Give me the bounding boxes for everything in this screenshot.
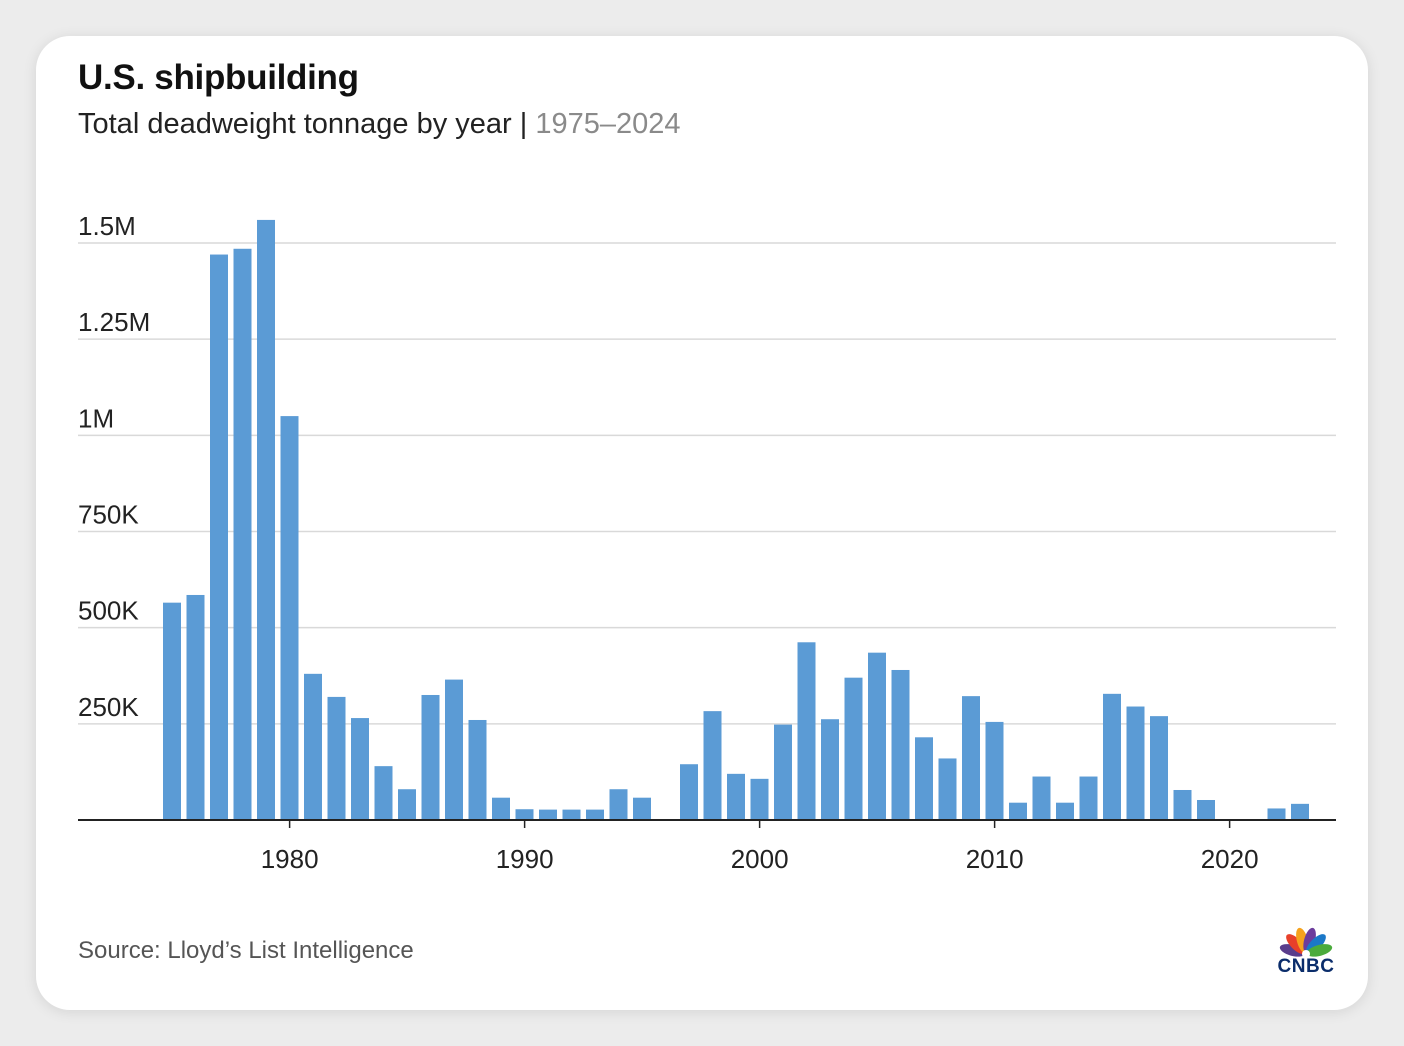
x-tick-label: 2010 bbox=[966, 844, 1024, 874]
bar bbox=[492, 797, 510, 820]
bar bbox=[797, 642, 816, 820]
bar bbox=[351, 718, 369, 820]
bar bbox=[280, 416, 299, 820]
bar bbox=[1267, 808, 1286, 820]
bar bbox=[680, 764, 698, 820]
bar bbox=[1009, 802, 1027, 820]
bar bbox=[1079, 776, 1098, 820]
subtitle-text: Total deadweight tonnage by year bbox=[78, 108, 512, 140]
bar bbox=[421, 694, 440, 820]
bar bbox=[727, 773, 745, 820]
bar bbox=[1126, 706, 1145, 820]
bar bbox=[1150, 716, 1168, 820]
bar bbox=[1197, 799, 1215, 820]
y-tick-label: 1.5M bbox=[78, 211, 136, 241]
bar bbox=[539, 809, 557, 820]
bar bbox=[327, 696, 346, 820]
bar bbox=[257, 219, 275, 821]
bar bbox=[985, 721, 1004, 820]
chart-subtitle: Total deadweight tonnage by year | 1975–… bbox=[78, 108, 681, 141]
bar bbox=[962, 696, 980, 820]
bar bbox=[609, 789, 628, 820]
bar bbox=[703, 711, 722, 820]
bar bbox=[586, 809, 604, 820]
bar bbox=[398, 789, 416, 820]
bar bbox=[233, 248, 252, 820]
y-tick-label: 750K bbox=[78, 500, 139, 530]
cnbc-logo: CNBC bbox=[1270, 918, 1342, 978]
chart-title: U.S. shipbuilding bbox=[78, 58, 359, 97]
bar bbox=[186, 594, 205, 820]
bar bbox=[515, 809, 534, 820]
bar bbox=[468, 719, 487, 820]
bar bbox=[891, 669, 910, 820]
y-tick-label: 250K bbox=[78, 692, 139, 722]
bar bbox=[821, 719, 839, 820]
bar bbox=[1032, 776, 1051, 820]
bar bbox=[1173, 789, 1192, 820]
bar bbox=[374, 766, 393, 820]
source-note: Source: Lloyd’s List Intelligence bbox=[78, 937, 414, 964]
bar bbox=[163, 602, 181, 820]
peacock-icon bbox=[1279, 927, 1333, 958]
bar bbox=[750, 778, 769, 820]
bar bbox=[633, 797, 651, 820]
bar bbox=[844, 677, 863, 820]
y-tick-label: 1.25M bbox=[78, 307, 150, 337]
x-tick-label: 2000 bbox=[731, 844, 789, 874]
bar bbox=[210, 254, 228, 821]
cnbc-wordmark: CNBC bbox=[1277, 956, 1335, 977]
x-tick-label: 1980 bbox=[261, 844, 319, 874]
bar bbox=[915, 737, 933, 820]
bar bbox=[1291, 803, 1309, 820]
bar bbox=[445, 679, 463, 820]
y-tick-label: 500K bbox=[78, 596, 139, 626]
y-tick-label: 1M bbox=[78, 403, 114, 433]
subtitle-separator: | bbox=[519, 108, 528, 140]
bar bbox=[562, 809, 581, 820]
bar bbox=[938, 758, 957, 820]
bar bbox=[304, 673, 322, 820]
x-tick-label: 1990 bbox=[496, 844, 554, 874]
subtitle-range: 1975–2024 bbox=[535, 108, 681, 140]
bar bbox=[868, 652, 886, 820]
bar bbox=[774, 724, 792, 820]
bar bbox=[1056, 802, 1074, 820]
bar bbox=[1103, 693, 1121, 820]
x-tick-label: 2020 bbox=[1201, 844, 1259, 874]
